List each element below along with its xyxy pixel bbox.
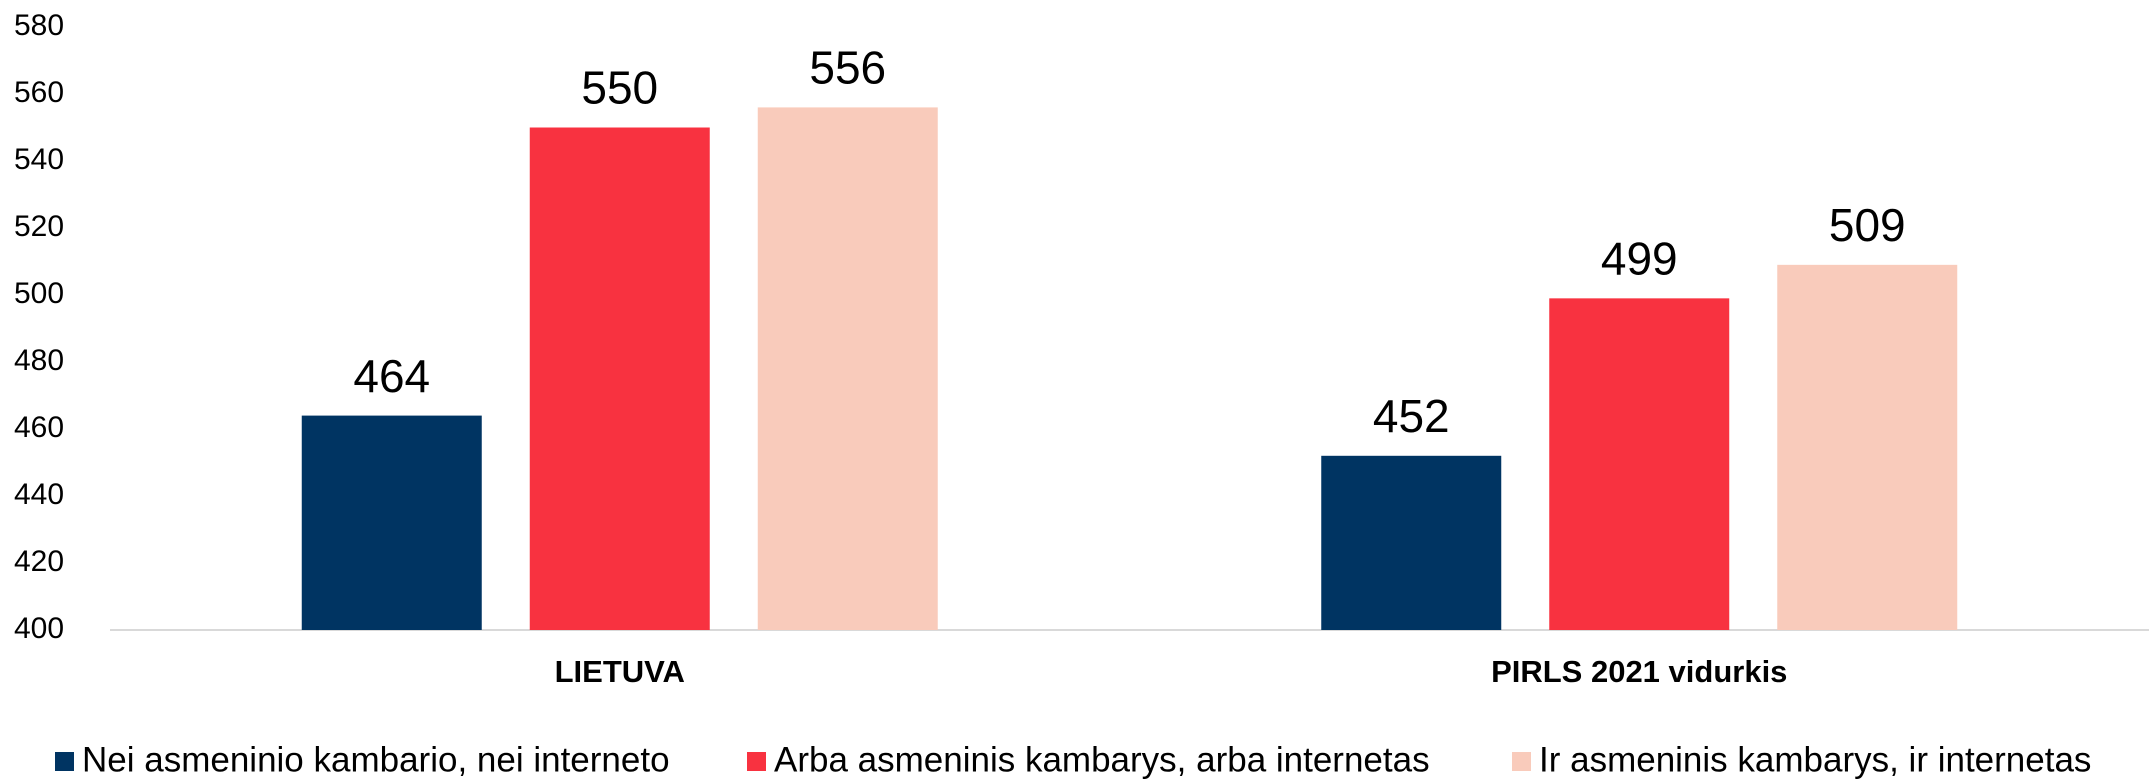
legend-label: Arba asmeninis kambarys, arba internetas [774,740,1430,779]
legend-label: Ir asmeninis kambarys, ir internetas [1539,740,2091,779]
y-tick-label: 520 [14,210,64,243]
y-tick-label: 440 [14,478,64,511]
y-tick-label: 540 [14,143,64,176]
y-tick-label: 420 [14,545,64,578]
x-tick-label: PIRLS 2021 vidurkis [1491,654,1787,689]
y-tick-label: 580 [14,9,64,42]
bar [1549,298,1730,630]
legend-label: Nei asmeninio kambario, nei interneto [82,740,670,779]
data-label: 556 [809,42,886,94]
data-label: 509 [1829,199,1906,251]
legend-swatch [1512,752,1531,771]
data-label: 550 [581,62,658,114]
data-label: 499 [1601,233,1678,285]
bar [1777,264,1958,630]
y-tick-label: 460 [14,411,64,444]
bar [1321,455,1502,630]
legend-swatch [55,752,74,771]
y-tick-label: 400 [14,612,64,645]
bar [529,127,710,630]
x-tick-label: LIETUVA [555,654,685,689]
data-label: 464 [353,350,430,402]
y-tick-label: 500 [14,277,64,310]
data-label: 452 [1373,390,1450,442]
bar [301,415,482,630]
y-tick-label: 480 [14,344,64,377]
legend-swatch [747,752,766,771]
bar [757,107,938,630]
y-tick-label: 560 [14,76,64,109]
